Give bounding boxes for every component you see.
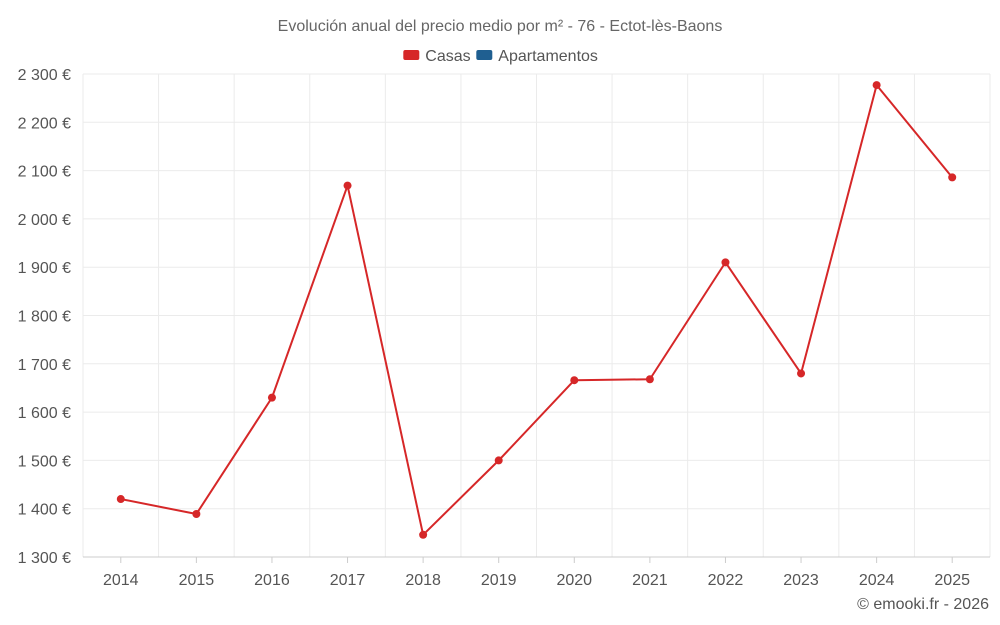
y-tick-label: 1 400 € [18, 502, 71, 519]
x-tick-label: 2025 [934, 572, 970, 589]
x-tick-label: 2014 [103, 572, 139, 589]
y-tick-label: 2 000 € [18, 212, 71, 229]
y-tick-label: 2 300 € [18, 67, 71, 84]
y-tick-label: 2 200 € [18, 115, 71, 132]
x-tick-label: 2015 [179, 572, 215, 589]
data-point[interactable] [419, 530, 428, 539]
legend-item[interactable]: Casas [403, 48, 471, 65]
data-point[interactable] [645, 375, 654, 384]
x-tick-label: 2024 [859, 572, 895, 589]
x-tick-label: 2020 [556, 572, 592, 589]
x-tick-label: 2017 [330, 572, 366, 589]
legend[interactable]: Casas Apartamentos [403, 48, 598, 65]
data-point[interactable] [494, 456, 503, 465]
x-tick-label: 2019 [481, 572, 517, 589]
x-tick-label: 2023 [783, 572, 819, 589]
y-tick-label: 1 900 € [18, 260, 71, 277]
x-tick-label: 2021 [632, 572, 668, 589]
data-point[interactable] [116, 495, 125, 504]
data-point[interactable] [343, 181, 352, 190]
data-point[interactable] [192, 510, 201, 519]
x-tick-label: 2022 [708, 572, 744, 589]
x-axis: 2014 2015 2016 2017 2018 2019 2020 2021 2022 2023… [83, 556, 990, 589]
grid [82, 73, 991, 558]
data-point[interactable] [570, 376, 579, 385]
series-layer [116, 81, 957, 539]
y-tick-label: 1 300 € [18, 550, 71, 567]
x-tick-label: 2018 [405, 572, 441, 589]
x-tick-label: 2016 [254, 572, 290, 589]
legend-swatch [403, 50, 420, 60]
legend-label: Apartamentos [498, 48, 598, 65]
legend-label: Casas [425, 48, 470, 65]
y-axis: 1 300 € 1 400 € 1 500 € 1 600 € 1 700 € 1 800… [18, 67, 71, 567]
y-tick-label: 2 100 € [18, 164, 71, 181]
data-point[interactable] [721, 258, 730, 267]
data-point[interactable] [872, 81, 881, 90]
legend-item[interactable]: Apartamentos [476, 48, 598, 65]
credit-text: © emooki.fr - 2026 [857, 596, 989, 613]
chart-title: Evolución anual del precio medio por m² … [278, 18, 723, 35]
y-tick-label: 1 700 € [18, 357, 71, 374]
series-line [120, 84, 953, 536]
y-tick-label: 1 600 € [18, 405, 71, 422]
data-point[interactable] [948, 173, 957, 182]
data-point[interactable] [797, 369, 806, 378]
y-tick-label: 1 500 € [18, 453, 71, 470]
legend-swatch [476, 50, 493, 60]
data-point[interactable] [267, 393, 276, 402]
y-tick-label: 1 800 € [18, 309, 71, 326]
